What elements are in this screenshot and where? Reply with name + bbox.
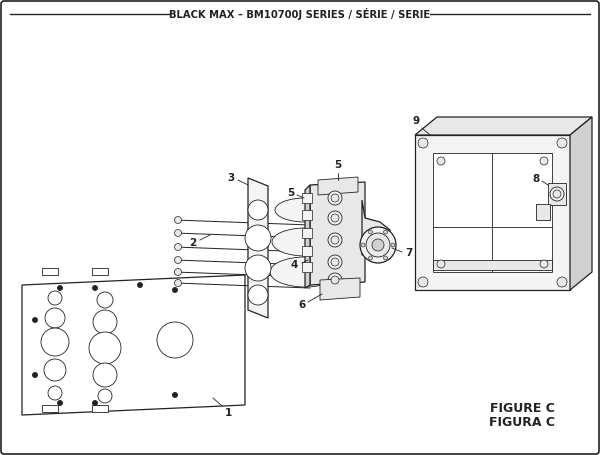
- Text: 4: 4: [290, 260, 298, 270]
- Circle shape: [175, 229, 182, 237]
- Text: 5: 5: [334, 160, 341, 170]
- Circle shape: [331, 214, 339, 222]
- Circle shape: [328, 211, 342, 225]
- Circle shape: [245, 255, 271, 281]
- Text: 5: 5: [287, 188, 294, 198]
- Circle shape: [93, 310, 117, 334]
- Bar: [433, 153, 552, 272]
- Circle shape: [32, 373, 37, 378]
- Circle shape: [175, 243, 182, 251]
- Circle shape: [175, 217, 182, 223]
- Text: 1: 1: [225, 408, 232, 418]
- Circle shape: [553, 190, 561, 198]
- Bar: [302, 262, 312, 272]
- Circle shape: [360, 227, 396, 263]
- Circle shape: [41, 328, 69, 356]
- Circle shape: [48, 386, 62, 400]
- Bar: [302, 193, 312, 203]
- Circle shape: [92, 400, 97, 405]
- Circle shape: [45, 308, 65, 328]
- Bar: [536, 204, 550, 220]
- Polygon shape: [92, 405, 108, 412]
- Text: FIGURE C: FIGURE C: [490, 401, 554, 415]
- Ellipse shape: [275, 198, 335, 222]
- Circle shape: [550, 187, 564, 201]
- Polygon shape: [320, 278, 360, 300]
- Circle shape: [248, 200, 268, 220]
- Circle shape: [328, 255, 342, 269]
- Circle shape: [44, 359, 66, 381]
- Bar: [302, 246, 312, 256]
- Bar: [302, 210, 312, 220]
- Polygon shape: [310, 182, 365, 285]
- Text: 6: 6: [299, 300, 306, 310]
- Circle shape: [157, 322, 193, 358]
- Circle shape: [93, 363, 117, 387]
- Polygon shape: [318, 177, 358, 195]
- Circle shape: [328, 233, 342, 247]
- Polygon shape: [22, 275, 245, 415]
- Polygon shape: [248, 178, 268, 318]
- Polygon shape: [305, 185, 310, 288]
- Polygon shape: [570, 117, 592, 290]
- Bar: [415, 135, 570, 290]
- Circle shape: [175, 268, 182, 275]
- Text: 2: 2: [189, 238, 196, 248]
- Circle shape: [391, 243, 395, 247]
- Circle shape: [368, 230, 373, 234]
- Circle shape: [175, 279, 182, 287]
- Circle shape: [328, 191, 342, 205]
- Circle shape: [175, 257, 182, 263]
- Bar: [433, 260, 552, 270]
- Circle shape: [97, 292, 113, 308]
- Circle shape: [418, 138, 428, 148]
- Ellipse shape: [270, 257, 340, 287]
- Circle shape: [92, 285, 97, 290]
- Circle shape: [383, 230, 388, 234]
- Circle shape: [331, 236, 339, 244]
- Text: 7: 7: [405, 248, 412, 258]
- Circle shape: [418, 277, 428, 287]
- Circle shape: [540, 260, 548, 268]
- Polygon shape: [415, 117, 592, 135]
- Circle shape: [48, 291, 62, 305]
- Circle shape: [58, 285, 62, 290]
- Circle shape: [540, 157, 548, 165]
- Bar: [302, 228, 312, 238]
- Circle shape: [557, 277, 567, 287]
- Text: 8: 8: [533, 174, 540, 184]
- Circle shape: [245, 225, 271, 251]
- Circle shape: [383, 256, 388, 260]
- Circle shape: [437, 260, 445, 268]
- Text: 3: 3: [228, 173, 235, 183]
- Circle shape: [557, 138, 567, 148]
- Circle shape: [437, 157, 445, 165]
- Circle shape: [366, 233, 390, 257]
- Circle shape: [328, 273, 342, 287]
- Circle shape: [173, 393, 178, 398]
- Text: BLACK MAX – BM10700J SERIES / SÉRIE / SERIE: BLACK MAX – BM10700J SERIES / SÉRIE / SE…: [169, 8, 431, 20]
- Polygon shape: [42, 268, 58, 275]
- Circle shape: [89, 332, 121, 364]
- Circle shape: [32, 318, 37, 323]
- Circle shape: [137, 283, 143, 288]
- Circle shape: [333, 213, 347, 227]
- Circle shape: [173, 288, 178, 293]
- Text: 9: 9: [413, 116, 420, 126]
- Circle shape: [98, 389, 112, 403]
- Polygon shape: [92, 268, 108, 275]
- Circle shape: [368, 256, 373, 260]
- Circle shape: [361, 243, 365, 247]
- Circle shape: [331, 194, 339, 202]
- Polygon shape: [42, 405, 58, 412]
- Ellipse shape: [272, 228, 338, 256]
- Text: FIGURA C: FIGURA C: [489, 415, 555, 429]
- Bar: [548, 183, 566, 205]
- Circle shape: [331, 276, 339, 284]
- Circle shape: [372, 239, 384, 251]
- Polygon shape: [362, 200, 390, 255]
- Circle shape: [58, 400, 62, 405]
- Circle shape: [248, 285, 268, 305]
- Circle shape: [331, 258, 339, 266]
